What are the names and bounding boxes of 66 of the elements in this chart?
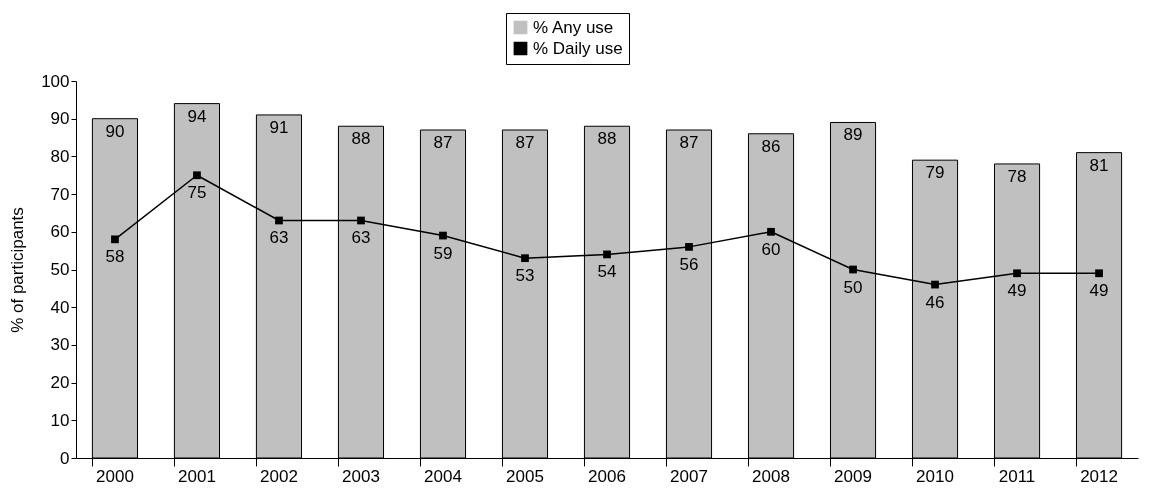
data-label: 60	[761, 239, 781, 259]
data-label: 50	[843, 277, 863, 297]
point	[193, 171, 201, 180]
data-label: 54	[597, 262, 617, 282]
y-tick-label: 30	[50, 335, 70, 355]
data-label: 89	[843, 125, 863, 145]
point	[275, 216, 283, 225]
x-tick-label: 2006	[588, 466, 626, 486]
y-tick-label: 20	[50, 373, 70, 393]
data-label: 87	[433, 133, 453, 153]
x-tick-label: 2004	[424, 466, 462, 486]
data-label: 88	[351, 129, 371, 149]
point	[685, 243, 693, 251]
x-tick-label: 2003	[342, 466, 380, 486]
data-label: 86	[761, 136, 781, 156]
data-label: 81	[1089, 155, 1109, 175]
data-label: 91	[269, 117, 289, 137]
data-label: 87	[515, 133, 535, 153]
point	[1013, 269, 1021, 278]
point	[521, 254, 529, 263]
y-tick-label: 80	[50, 146, 70, 166]
point	[603, 250, 611, 259]
data-label: 59	[433, 243, 453, 263]
y-tick-label: 10	[50, 410, 70, 430]
data-label: 90	[105, 121, 125, 141]
data-label: 75	[187, 183, 207, 203]
point	[111, 235, 119, 244]
y-tick-label: 50	[50, 260, 70, 279]
y-tick-label: 0	[60, 448, 70, 468]
x-tick-label: 2002	[260, 466, 298, 486]
point	[1095, 269, 1103, 278]
x-tick-label: 2008	[752, 466, 790, 486]
data-label: 63	[269, 228, 289, 248]
y-tick-label: 60	[50, 222, 70, 242]
point	[439, 231, 447, 240]
x-tick-label: 2001	[178, 466, 216, 486]
data-label: 58	[105, 247, 125, 267]
x-tick-label: 2010	[916, 466, 954, 486]
data-label: 53	[515, 266, 535, 286]
y-axis-title: % of participants	[8, 207, 28, 333]
legend-label: % Daily use	[533, 38, 623, 58]
x-tick-label: 2005	[506, 466, 544, 486]
y-tick-label: 70	[50, 184, 70, 204]
x-tick-label: 2011	[998, 466, 1036, 486]
point	[357, 216, 365, 225]
point	[849, 265, 857, 274]
data-label: 78	[1007, 166, 1027, 186]
data-label: 49	[1089, 281, 1109, 301]
y-tick-label: 100	[41, 71, 70, 91]
data-label: 63	[351, 228, 371, 248]
x-tick-label: 2012	[1080, 466, 1118, 486]
data-label: 49	[1007, 281, 1027, 301]
legend-label: % Any use	[533, 17, 614, 37]
point	[767, 227, 775, 236]
data-label: 88	[597, 129, 617, 149]
data-label: 79	[925, 163, 945, 183]
x-tick-label: 2007	[670, 466, 708, 486]
data-label: 87	[679, 133, 699, 153]
data-label: 46	[925, 292, 945, 312]
data-label: 94	[187, 106, 207, 126]
data-label: 56	[679, 254, 699, 274]
y-tick-label: 40	[50, 297, 70, 317]
point	[931, 280, 939, 289]
y-tick-label: 90	[50, 109, 70, 129]
x-tick-label: 2009	[834, 466, 872, 486]
x-tick-label: 2000	[96, 466, 134, 486]
